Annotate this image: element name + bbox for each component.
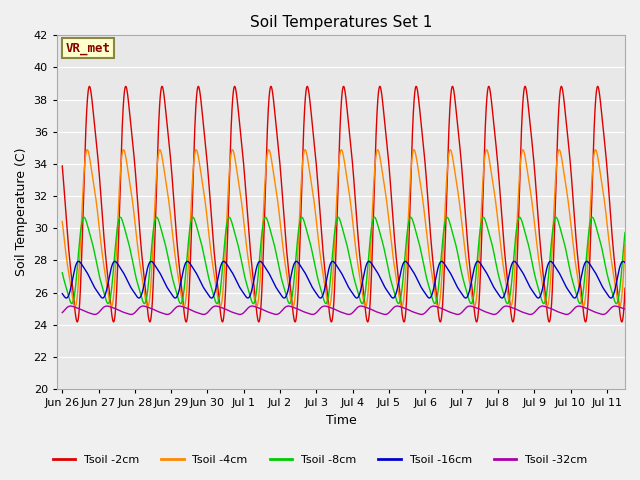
Line: Tsoil -4cm: Tsoil -4cm (62, 150, 625, 307)
Tsoil -8cm (416, 244, 424, 250)
Tsoil -16cm (392, 292, 399, 298)
Tsoil -32cm (392, 304, 399, 310)
Tsoil -2cm (476, 289, 483, 295)
Tsoil -8cm (506, 295, 513, 301)
Tsoil -16cm (63, 295, 70, 301)
Tsoil -8cm (392, 293, 399, 299)
Tsoil -16cm (416, 282, 424, 288)
Tsoil -4cm (86, 161, 94, 167)
Tsoil -32cm (621, 306, 629, 312)
Tsoil -8cm (621, 230, 629, 236)
Tsoil -32cm (394, 303, 401, 309)
Tsoil -8cm (86, 234, 94, 240)
Tsoil -4cm (621, 241, 629, 247)
Tsoil -2cm (182, 319, 190, 325)
Legend: Tsoil -2cm, Tsoil -4cm, Tsoil -8cm, Tsoil -16cm, Tsoil -32cm: Tsoil -2cm, Tsoil -4cm, Tsoil -8cm, Tsoi… (48, 451, 592, 469)
Tsoil -16cm (506, 269, 513, 275)
Tsoil -8cm (262, 215, 270, 220)
Tsoil -8cm (395, 300, 403, 306)
Tsoil -32cm (416, 312, 424, 317)
Line: Tsoil -2cm: Tsoil -2cm (62, 86, 625, 322)
Tsoil -16cm (621, 260, 629, 265)
Tsoil -4cm (392, 270, 399, 276)
Tsoil -2cm (58, 163, 66, 169)
Line: Tsoil -8cm: Tsoil -8cm (62, 217, 625, 303)
Tsoil -2cm (195, 84, 202, 89)
Tsoil -16cm (262, 266, 270, 272)
Tsoil -4cm (476, 245, 483, 251)
Tsoil -16cm (58, 291, 66, 297)
Tsoil -16cm (476, 260, 483, 265)
Tsoil -32cm (58, 310, 66, 315)
Tsoil -4cm (262, 162, 270, 168)
Tsoil -2cm (416, 108, 424, 114)
Y-axis label: Soil Temperature (C): Soil Temperature (C) (15, 148, 28, 276)
Tsoil -16cm (75, 259, 83, 264)
Tsoil -2cm (262, 160, 270, 166)
Tsoil -8cm (407, 215, 415, 220)
Tsoil -8cm (58, 270, 66, 276)
Tsoil -4cm (506, 302, 513, 308)
Tsoil -16cm (87, 277, 95, 283)
Tsoil -32cm (476, 306, 483, 312)
Tsoil -4cm (58, 219, 66, 225)
Tsoil -32cm (506, 304, 513, 310)
Tsoil -2cm (506, 299, 513, 304)
Line: Tsoil -16cm: Tsoil -16cm (62, 262, 625, 298)
Tsoil -32cm (345, 312, 353, 317)
Tsoil -2cm (392, 246, 399, 252)
Tsoil -4cm (416, 178, 424, 183)
Tsoil -32cm (86, 311, 94, 316)
X-axis label: Time: Time (326, 414, 356, 427)
Tsoil -2cm (86, 87, 94, 93)
Line: Tsoil -32cm: Tsoil -32cm (62, 306, 625, 314)
Tsoil -4cm (156, 147, 164, 153)
Title: Soil Temperatures Set 1: Soil Temperatures Set 1 (250, 15, 432, 30)
Tsoil -4cm (144, 304, 152, 310)
Text: VR_met: VR_met (65, 42, 110, 55)
Tsoil -2cm (621, 285, 629, 291)
Tsoil -8cm (476, 231, 483, 237)
Tsoil -32cm (262, 308, 270, 314)
